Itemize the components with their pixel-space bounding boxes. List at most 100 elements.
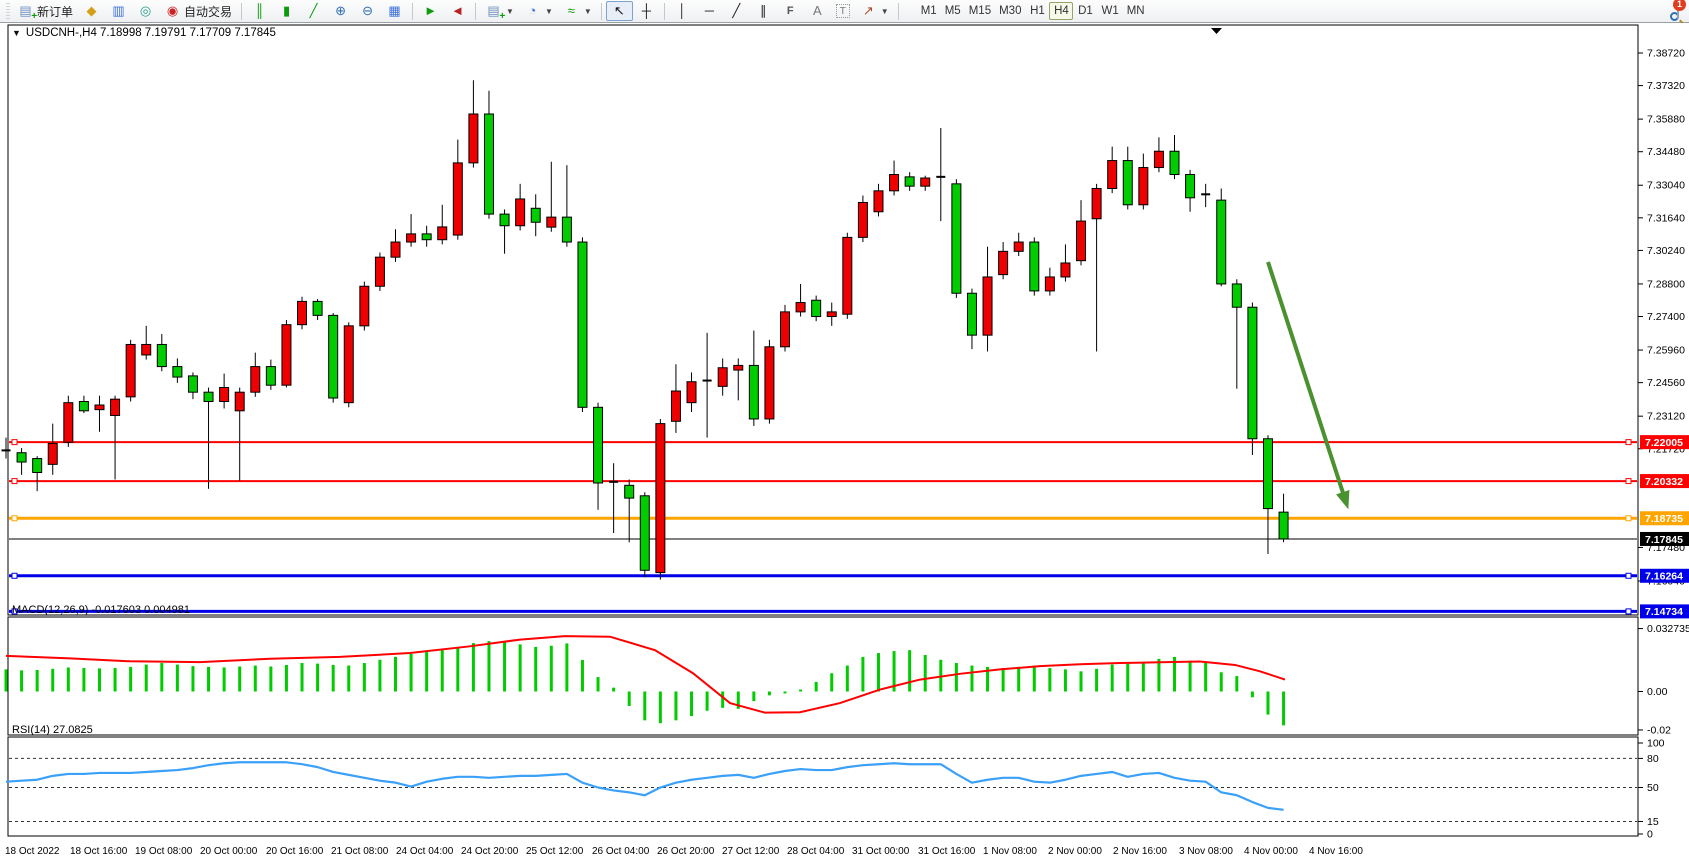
auto-scroll-button[interactable]: ►: [417, 1, 444, 21]
price-axis-label: 0: [1647, 829, 1653, 841]
candle-body: [390, 241, 401, 258]
timeframe-M15[interactable]: M15: [968, 5, 992, 17]
chart-canvas[interactable]: 7.38720 7.37320 7.35880 7.34480 7.33040 7.316…: [0, 23, 1689, 862]
time-axis-label: 27 Oct 12:00: [722, 846, 780, 857]
time-axis-label: 4 Nov 16:00: [1309, 846, 1363, 857]
price-label-box[interactable]: [1640, 531, 1689, 546]
text-button[interactable]: A: [804, 1, 831, 21]
toolbar-separator: [241, 2, 243, 20]
hline-handle[interactable]: [1625, 439, 1632, 446]
price-label-box[interactable]: [1640, 568, 1689, 583]
price-axis-label: 7.25960: [1647, 345, 1685, 357]
arrows-button[interactable]: ↗ ▼: [855, 1, 894, 21]
bar-chart-button[interactable]: ║: [246, 1, 273, 21]
chevron-down-icon: ▼: [880, 6, 889, 16]
hline-handle[interactable]: [11, 572, 18, 579]
horizontal-line-icon: ─: [704, 3, 714, 18]
timeframe-W1[interactable]: W1: [1101, 5, 1119, 17]
arrow-line[interactable]: [1266, 261, 1346, 497]
price-label-box[interactable]: [1640, 604, 1689, 619]
hline-handle[interactable]: [1625, 608, 1632, 615]
chart-shift-button[interactable]: ◄: [444, 1, 471, 21]
new-order-button[interactable]: ▤ + 新订单: [12, 1, 78, 22]
time-axis-label: 26 Oct 04:00: [592, 846, 650, 857]
hline-handle[interactable]: [11, 478, 18, 485]
hline-handle[interactable]: [11, 439, 18, 446]
price-label-box[interactable]: [1640, 435, 1689, 450]
autotrading-button[interactable]: ◉ 自动交易: [159, 1, 237, 21]
cursor-button[interactable]: ↖: [605, 1, 633, 21]
candle-body: [748, 364, 759, 420]
autotrading-label: 自动交易: [184, 4, 233, 19]
indicators-button[interactable]: ≈ ▼: [558, 1, 597, 21]
time-axis[interactable]: 18 Oct 2022 18 Oct 16:00 19 Oct 08:00 20 Oc…: [5, 846, 1363, 857]
timeframe-D1[interactable]: D1: [1078, 5, 1093, 17]
candle-body: [250, 366, 261, 393]
arrow-head-icon: [1336, 490, 1350, 510]
chevron-down-icon: ▼: [583, 6, 592, 16]
time-axis-label: 25 Oct 12:00: [526, 846, 584, 857]
candle-body: [63, 402, 74, 443]
chart-window[interactable]: 7.38720 7.37320 7.35880 7.34480 7.33040 7.316…: [0, 23, 1689, 862]
candle-body: [1278, 511, 1289, 540]
timeframe-H4[interactable]: H4: [1049, 2, 1074, 20]
line-chart-button[interactable]: ╱: [300, 1, 327, 21]
toolbar-separator: [475, 2, 477, 20]
zoom-in-button[interactable]: ⊕: [327, 1, 354, 21]
vertical-line-button[interactable]: │: [669, 1, 696, 21]
styler-button[interactable]: ◆: [78, 1, 105, 21]
candle-body: [1029, 241, 1040, 292]
price-axis[interactable]: 7.38720 7.37320 7.35880 7.34480 7.33040 7.316…: [1638, 48, 1689, 841]
horizontal-line-button[interactable]: ─: [696, 1, 723, 21]
crosshair-button[interactable]: ┼: [633, 1, 660, 21]
candle-body: [546, 216, 557, 228]
timeframe-H1[interactable]: H1: [1030, 5, 1045, 17]
hline-handle[interactable]: [1625, 572, 1632, 579]
zoom-out-button[interactable]: ⊖: [354, 1, 381, 21]
candles-layer: [1, 80, 1289, 580]
main-pane[interactable]: [7, 24, 1639, 616]
candle-body: [499, 213, 510, 227]
trendline-button[interactable]: ╱: [723, 1, 750, 21]
trend-arrow[interactable]: [1266, 261, 1350, 510]
macd-pane[interactable]: [7, 616, 1639, 736]
chart-end-marker-icon[interactable]: [1211, 28, 1222, 34]
candlestick-button[interactable]: ▮: [273, 1, 300, 21]
candle-body: [156, 343, 167, 368]
timeframe-M5[interactable]: M5: [944, 5, 961, 17]
timeframe-MN[interactable]: MN: [1126, 5, 1145, 17]
candle-body: [265, 366, 276, 386]
channel-button[interactable]: ∥: [750, 1, 777, 21]
profiles-button[interactable]: ◔ ▼: [519, 1, 558, 21]
chart-dropdown-icon[interactable]: ▼: [12, 28, 21, 38]
chevron-down-icon: ▼: [506, 6, 514, 16]
candle-body: [1169, 150, 1180, 176]
timeframe-M1[interactable]: M1: [920, 5, 937, 17]
toolbar-separator: [412, 2, 414, 20]
text-label-button[interactable]: T: [831, 1, 855, 21]
candle-body: [1138, 167, 1149, 206]
new-chart-button[interactable]: ▤ + ▼: [480, 1, 519, 22]
price-axis-label: 7.23120: [1647, 411, 1685, 423]
rsi-pane[interactable]: [7, 736, 1639, 837]
horizontal-lines-layer[interactable]: [9, 439, 1637, 615]
price-label-box[interactable]: [1640, 511, 1689, 526]
hline-handle[interactable]: [1625, 515, 1632, 522]
candle-body: [733, 364, 744, 371]
signals-button[interactable]: ◎: [132, 1, 159, 21]
fibonacci-button[interactable]: F: [777, 1, 804, 21]
candle-body: [561, 216, 572, 243]
hline-handle[interactable]: [11, 608, 18, 615]
hline-handle[interactable]: [1625, 478, 1632, 485]
notifications-button[interactable]: 1: [1673, 0, 1686, 19]
vertical-line-icon: │: [678, 3, 687, 18]
price-label-box[interactable]: [1640, 474, 1689, 489]
market-watch-button[interactable]: ▥: [105, 1, 132, 21]
hline-handle[interactable]: [11, 515, 18, 522]
candle-body: [1091, 187, 1102, 220]
candlestick-icon: ▮: [282, 3, 291, 18]
timeframe-M30[interactable]: M30: [999, 5, 1022, 17]
tile-windows-button[interactable]: ▦: [381, 1, 408, 21]
candle-body: [234, 391, 245, 412]
market-watch-icon: ▥: [112, 3, 125, 18]
